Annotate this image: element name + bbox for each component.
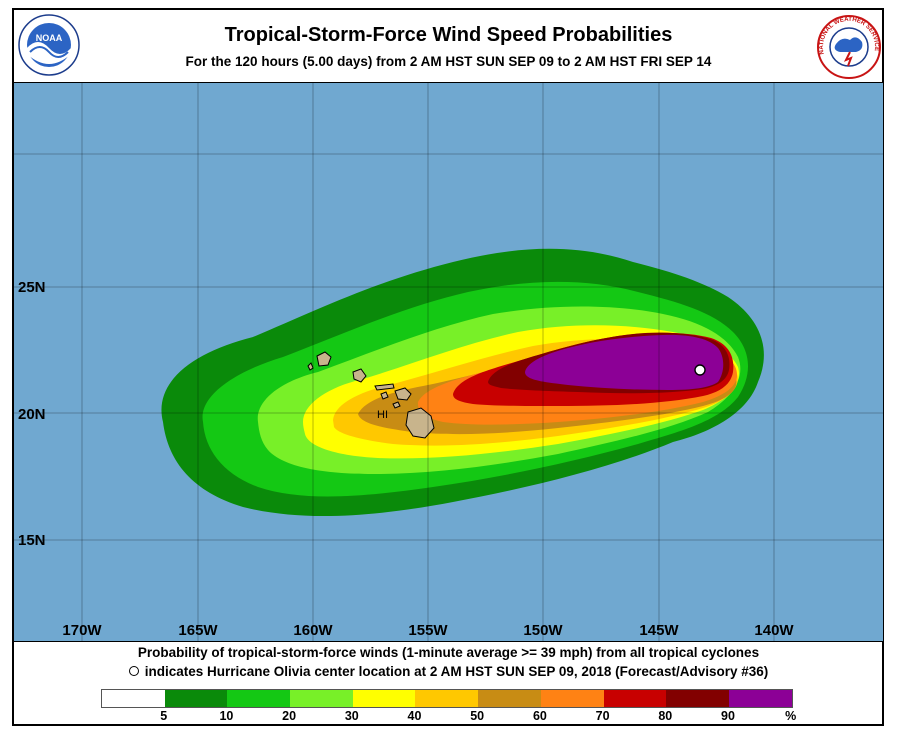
lon-label-165w: 165W	[178, 622, 218, 639]
legend-swatch	[540, 690, 604, 707]
island-molokai	[374, 383, 395, 391]
lon-label-160w: 160W	[293, 622, 333, 639]
storm-center-marker	[694, 364, 706, 376]
graticule	[13, 82, 884, 642]
lon-label-170w: 170W	[62, 622, 102, 639]
legend-tick-label: 60	[532, 709, 547, 723]
legend-swatch	[102, 690, 165, 707]
chart-title: Tropical-Storm-Force Wind Speed Probabil…	[224, 24, 673, 46]
hawaii-label: HI	[377, 409, 388, 421]
island-kauai	[316, 351, 332, 367]
legend-note-line2: indicates Hurricane Olivia center locati…	[144, 664, 769, 679]
lon-label-155w: 155W	[408, 622, 448, 639]
legend-tick-label: %	[785, 709, 797, 723]
legend-tick-label: 30	[344, 709, 359, 723]
legend-swatch	[478, 690, 541, 707]
legend-note-line2-wrap: indicates Hurricane Olivia center locati…	[0, 664, 897, 679]
lat-label-15n: 15N	[18, 532, 46, 549]
island-hawaii	[405, 407, 435, 439]
national-weather-service-logo: NATIONAL WEATHER SERVICE	[817, 15, 881, 79]
chart-subtitle: For the 120 hours (5.00 days) from 2 AM …	[185, 54, 712, 69]
legend-tick-label: 40	[407, 709, 422, 723]
noaa-logo: NOAA	[18, 14, 80, 76]
legend-swatch	[728, 690, 792, 707]
prob-90-100	[525, 334, 724, 390]
legend-swatch	[290, 690, 353, 707]
legend-swatch	[603, 690, 667, 707]
legend-swatch	[352, 690, 416, 707]
legend-tick-label: 10	[219, 709, 234, 723]
island-niihau	[307, 362, 314, 371]
legend-swatch	[227, 690, 291, 707]
island-oahu	[352, 368, 367, 383]
legend-tick-label: 20	[282, 709, 297, 723]
island-kahoolawe	[392, 401, 401, 409]
legend-tick-label: 90	[721, 709, 735, 723]
legend-swatch	[164, 690, 228, 707]
island-maui	[394, 387, 412, 401]
legend-tick-label: 70	[595, 709, 610, 723]
hawaiian-islands	[307, 351, 435, 439]
lon-label-140w: 140W	[754, 622, 794, 639]
legend-swatch	[415, 690, 479, 707]
legend-note-line1: Probability of tropical-storm-force wind…	[137, 645, 760, 660]
lat-label-20n: 20N	[18, 406, 46, 423]
lat-label-25n: 25N	[18, 279, 46, 296]
lon-label-150w: 150W	[523, 622, 563, 639]
noaa-logo-text: NOAA	[36, 33, 63, 43]
color-legend	[101, 689, 793, 708]
legend-swatch	[666, 690, 729, 707]
lon-label-145w: 145W	[639, 622, 679, 639]
open-circle-icon	[128, 666, 139, 676]
legend-tick-label: 50	[470, 709, 485, 723]
legend-tick-label: 5	[160, 709, 168, 723]
probability-map: HI	[13, 82, 884, 642]
island-lanai	[380, 391, 389, 400]
legend-tick-label: 80	[658, 709, 673, 723]
